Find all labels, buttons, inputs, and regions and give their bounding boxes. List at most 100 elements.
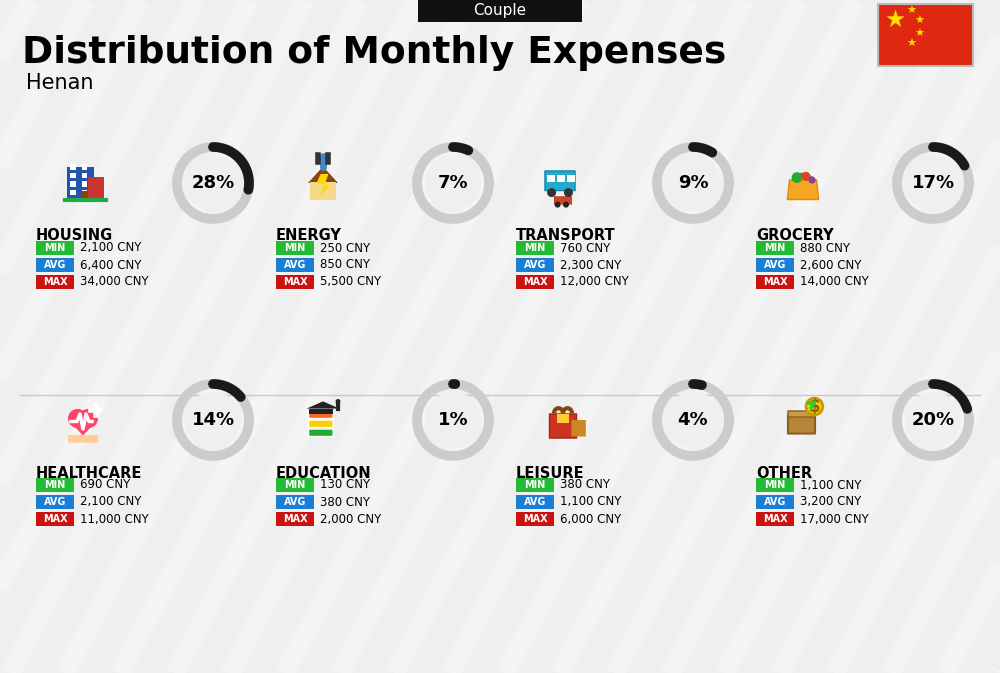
Text: 11,000 CNY: 11,000 CNY <box>80 513 149 526</box>
FancyBboxPatch shape <box>310 182 336 199</box>
FancyBboxPatch shape <box>70 181 76 186</box>
Text: LEISURE: LEISURE <box>516 466 585 481</box>
Circle shape <box>185 392 241 448</box>
Text: 2,000 CNY: 2,000 CNY <box>320 513 381 526</box>
Circle shape <box>806 398 823 415</box>
Text: Henan: Henan <box>26 73 94 93</box>
Text: 14,000 CNY: 14,000 CNY <box>800 275 869 289</box>
FancyBboxPatch shape <box>516 258 554 272</box>
Text: MIN: MIN <box>284 480 306 490</box>
Text: 1,100 CNY: 1,100 CNY <box>800 479 861 491</box>
Text: AVG: AVG <box>284 497 306 507</box>
Circle shape <box>905 155 961 211</box>
Circle shape <box>555 202 561 207</box>
Text: AVG: AVG <box>524 260 546 270</box>
FancyBboxPatch shape <box>36 478 74 492</box>
FancyBboxPatch shape <box>756 275 794 289</box>
FancyBboxPatch shape <box>756 258 794 272</box>
Text: 880 CNY: 880 CNY <box>800 242 850 254</box>
FancyBboxPatch shape <box>516 241 554 255</box>
Circle shape <box>336 399 340 404</box>
Text: MAX: MAX <box>523 514 547 524</box>
FancyBboxPatch shape <box>82 164 87 170</box>
Text: MIN: MIN <box>524 480 546 490</box>
Polygon shape <box>787 180 819 199</box>
Text: AVG: AVG <box>44 260 66 270</box>
Text: HOUSING: HOUSING <box>36 229 113 244</box>
Circle shape <box>905 392 961 448</box>
FancyBboxPatch shape <box>545 171 575 190</box>
FancyBboxPatch shape <box>547 175 555 182</box>
FancyBboxPatch shape <box>276 241 314 255</box>
Text: MAX: MAX <box>523 277 547 287</box>
FancyBboxPatch shape <box>68 435 98 443</box>
FancyBboxPatch shape <box>554 196 572 205</box>
FancyBboxPatch shape <box>66 166 94 199</box>
Circle shape <box>665 392 721 448</box>
FancyBboxPatch shape <box>516 495 554 509</box>
Text: MIN: MIN <box>44 480 66 490</box>
Text: 6,000 CNY: 6,000 CNY <box>560 513 621 526</box>
Text: 760 CNY: 760 CNY <box>560 242 610 254</box>
FancyBboxPatch shape <box>571 420 586 437</box>
FancyBboxPatch shape <box>756 478 794 492</box>
Polygon shape <box>308 166 338 183</box>
Text: $: $ <box>809 398 820 415</box>
Text: Couple: Couple <box>473 3 527 18</box>
Text: EDUCATION: EDUCATION <box>276 466 372 481</box>
Text: 2,100 CNY: 2,100 CNY <box>80 242 141 254</box>
Text: 6,400 CNY: 6,400 CNY <box>80 258 141 271</box>
FancyBboxPatch shape <box>878 4 973 66</box>
Text: 17,000 CNY: 17,000 CNY <box>800 513 869 526</box>
Circle shape <box>792 172 802 183</box>
Text: 380 CNY: 380 CNY <box>320 495 370 509</box>
Text: 5,500 CNY: 5,500 CNY <box>320 275 381 289</box>
Text: MAX: MAX <box>763 277 787 287</box>
Text: 7%: 7% <box>438 174 468 192</box>
FancyBboxPatch shape <box>70 173 76 178</box>
Text: Distribution of Monthly Expenses: Distribution of Monthly Expenses <box>22 35 726 71</box>
FancyBboxPatch shape <box>276 478 314 492</box>
Text: 34,000 CNY: 34,000 CNY <box>80 275 149 289</box>
Text: ★: ★ <box>906 6 916 16</box>
Text: MIN: MIN <box>284 243 306 253</box>
FancyBboxPatch shape <box>70 190 76 195</box>
Text: MAX: MAX <box>43 277 67 287</box>
Circle shape <box>808 176 816 184</box>
FancyBboxPatch shape <box>756 495 794 509</box>
FancyBboxPatch shape <box>516 275 554 289</box>
Text: 250 CNY: 250 CNY <box>320 242 370 254</box>
FancyBboxPatch shape <box>36 495 74 509</box>
Text: ★: ★ <box>884 8 906 32</box>
Text: MIN: MIN <box>764 243 786 253</box>
Text: ENERGY: ENERGY <box>276 229 342 244</box>
FancyBboxPatch shape <box>756 241 794 255</box>
Text: OTHER: OTHER <box>756 466 812 481</box>
Text: 12,000 CNY: 12,000 CNY <box>560 275 629 289</box>
Circle shape <box>425 155 481 211</box>
Text: GROCERY: GROCERY <box>756 229 834 244</box>
FancyBboxPatch shape <box>309 411 333 419</box>
Circle shape <box>79 409 98 428</box>
FancyBboxPatch shape <box>276 495 314 509</box>
Polygon shape <box>316 174 330 197</box>
FancyBboxPatch shape <box>276 275 314 289</box>
Circle shape <box>563 202 569 207</box>
Text: 3,200 CNY: 3,200 CNY <box>800 495 861 509</box>
FancyBboxPatch shape <box>309 409 333 414</box>
FancyBboxPatch shape <box>418 0 582 22</box>
Text: AVG: AVG <box>284 260 306 270</box>
FancyBboxPatch shape <box>82 181 87 186</box>
FancyBboxPatch shape <box>88 177 104 199</box>
FancyBboxPatch shape <box>549 414 577 438</box>
Text: ★: ★ <box>914 29 924 39</box>
FancyBboxPatch shape <box>36 512 74 526</box>
Text: HEALTHCARE: HEALTHCARE <box>36 466 142 481</box>
Circle shape <box>547 188 556 197</box>
Text: 4%: 4% <box>678 411 708 429</box>
Circle shape <box>425 392 481 448</box>
Text: 130 CNY: 130 CNY <box>320 479 370 491</box>
FancyBboxPatch shape <box>309 429 333 437</box>
Text: 2,300 CNY: 2,300 CNY <box>560 258 621 271</box>
FancyBboxPatch shape <box>276 258 314 272</box>
